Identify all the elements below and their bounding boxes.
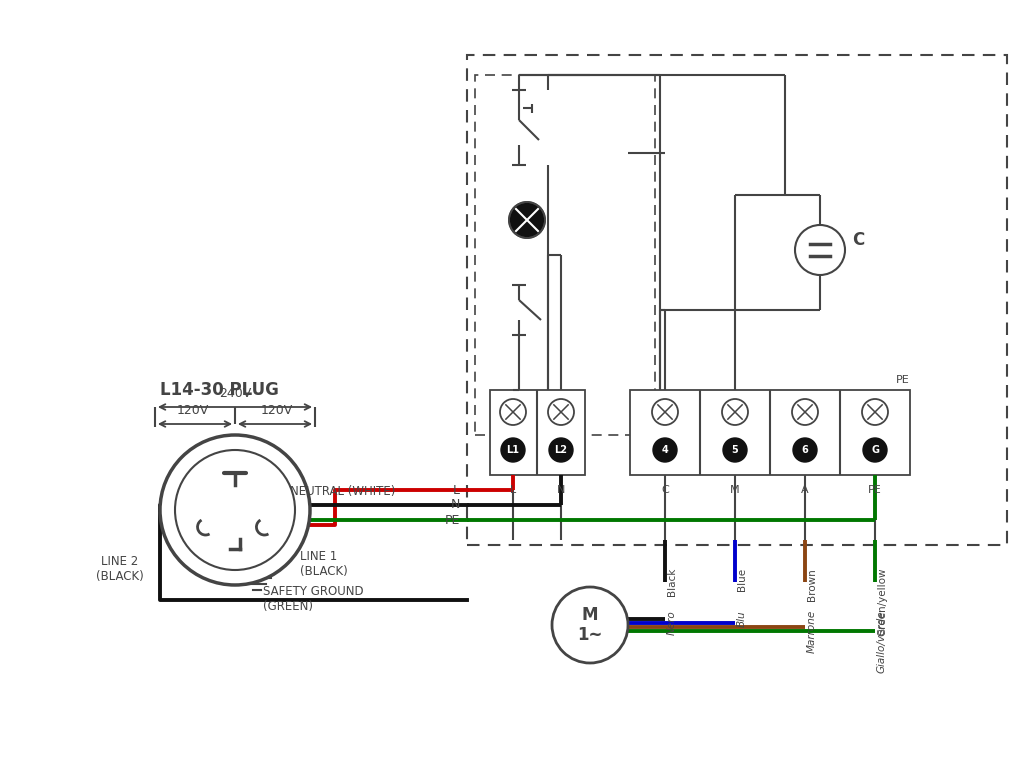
Bar <box>490 390 585 475</box>
Text: G: G <box>871 445 879 455</box>
Circle shape <box>863 438 887 462</box>
Circle shape <box>653 438 677 462</box>
Circle shape <box>509 202 545 238</box>
Text: NEUTRAL (WHITE): NEUTRAL (WHITE) <box>290 485 395 498</box>
Text: A: A <box>801 485 809 495</box>
Circle shape <box>160 435 310 585</box>
Text: Green/yellow: Green/yellow <box>877 568 887 637</box>
Circle shape <box>793 438 817 462</box>
Text: 5: 5 <box>731 445 738 455</box>
Text: 240V: 240V <box>219 387 251 400</box>
Text: 6: 6 <box>802 445 808 455</box>
Circle shape <box>652 399 678 425</box>
Text: L14-30 PLUG: L14-30 PLUG <box>160 381 279 399</box>
Text: Blue: Blue <box>737 568 746 591</box>
Circle shape <box>548 399 574 425</box>
Bar <box>475 75 655 435</box>
Text: Marrone: Marrone <box>807 610 817 654</box>
Text: N: N <box>451 498 460 511</box>
Text: PE: PE <box>868 485 882 495</box>
Text: L1: L1 <box>507 445 519 455</box>
Text: 120V: 120V <box>177 404 209 417</box>
Text: LINE 1
(BLACK): LINE 1 (BLACK) <box>300 550 348 578</box>
Bar <box>630 390 910 475</box>
Text: M: M <box>730 485 739 495</box>
Text: L: L <box>453 484 460 496</box>
Text: L: L <box>510 485 516 495</box>
Text: M
1~: M 1~ <box>578 606 603 644</box>
Text: C: C <box>662 485 669 495</box>
Text: Nero: Nero <box>667 610 677 634</box>
Circle shape <box>723 438 746 462</box>
Text: 4: 4 <box>662 445 669 455</box>
Text: PE: PE <box>896 375 910 385</box>
Circle shape <box>501 438 525 462</box>
Circle shape <box>722 399 748 425</box>
Circle shape <box>175 450 295 570</box>
Circle shape <box>500 399 526 425</box>
Text: 120V: 120V <box>261 404 293 417</box>
Text: LINE 2
(BLACK): LINE 2 (BLACK) <box>96 555 144 583</box>
Text: C: C <box>852 231 864 249</box>
Bar <box>467 55 1007 545</box>
Circle shape <box>549 438 573 462</box>
Text: Brown: Brown <box>807 568 817 601</box>
Text: SAFETY GROUND
(GREEN): SAFETY GROUND (GREEN) <box>263 585 364 613</box>
Circle shape <box>792 399 818 425</box>
Circle shape <box>862 399 888 425</box>
Text: N: N <box>557 485 565 495</box>
Text: Blu: Blu <box>737 610 746 627</box>
Text: L2: L2 <box>555 445 567 455</box>
Text: Black: Black <box>667 568 677 597</box>
Text: PE: PE <box>444 514 460 527</box>
Text: Giallo/verde: Giallo/verde <box>877 610 887 673</box>
